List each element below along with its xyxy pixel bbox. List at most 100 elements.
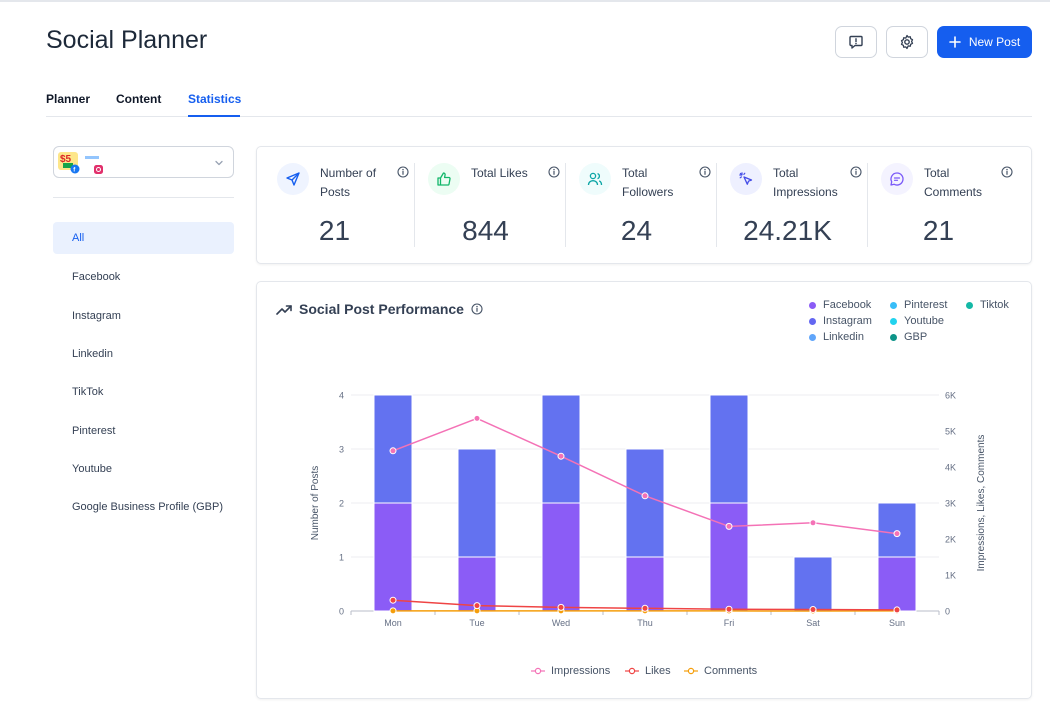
point-comments (389, 607, 397, 615)
info-icon[interactable] (850, 166, 862, 178)
legend-item-instagram[interactable]: Instagram (809, 315, 872, 327)
sidebar-item-gbp[interactable]: Google Business Profile (GBP) (72, 501, 224, 513)
legend-item-youtube[interactable]: Youtube (890, 315, 944, 327)
x-tick-label: Sun (889, 618, 905, 628)
legend-label: Tiktok (980, 299, 1009, 311)
legend-item-tiktok[interactable]: Tiktok (966, 299, 1009, 311)
y2-tick-label: 5K (945, 427, 956, 437)
bar-facebook (373, 502, 413, 612)
legend-dot (890, 317, 897, 325)
sidebar-item-all[interactable]: All (53, 222, 234, 254)
info-icon[interactable] (397, 166, 409, 178)
legend-item-pinterest[interactable]: Pinterest (890, 299, 947, 311)
y2-tick-label: 6K (945, 391, 956, 401)
stat-divider (414, 163, 415, 247)
plus-icon (949, 36, 961, 48)
y2-tick-label: 0 (945, 607, 950, 617)
trending-up-icon (276, 305, 292, 315)
info-icon[interactable] (699, 166, 711, 178)
x-tick-label: Fri (724, 618, 735, 628)
stat-total-comments: Total Comments 21 (863, 147, 1014, 263)
line-marker-icon (684, 667, 698, 675)
performance-chart-card: Social Post Performance Facebook Pintere… (256, 281, 1032, 699)
y-tick-label: 0 (339, 607, 344, 617)
sidebar-item-instagram[interactable]: Instagram (72, 310, 121, 322)
legend-item-gbp[interactable]: GBP (890, 331, 927, 343)
bar-facebook (625, 556, 665, 612)
point-likes (473, 602, 481, 610)
stat-value: 844 (462, 215, 509, 246)
account-avatars: $5 f (58, 152, 103, 174)
feedback-icon (849, 35, 863, 49)
point-impressions (641, 492, 649, 500)
stat-label: Total Comments (924, 166, 983, 199)
legend-dot (809, 333, 816, 341)
sidebar-item-youtube[interactable]: Youtube (72, 463, 112, 475)
feedback-button[interactable] (835, 26, 877, 58)
legend-label: Impressions (551, 665, 611, 677)
tab-statistics[interactable]: Statistics (188, 92, 242, 106)
legend-dot (890, 301, 897, 309)
y2-tick-label: 2K (945, 535, 956, 545)
stat-label: Total Impressions (773, 166, 838, 199)
legend-label: Instagram (823, 315, 872, 327)
bar-instagram (709, 394, 749, 504)
legend-item-linkedin[interactable]: Linkedin (809, 331, 864, 343)
tab-content[interactable]: Content (116, 92, 162, 106)
info-icon[interactable] (1001, 166, 1013, 178)
point-impressions (473, 414, 481, 422)
info-icon[interactable] (548, 166, 560, 178)
settings-button[interactable] (886, 26, 928, 58)
chart-title: Social Post Performance (299, 301, 464, 317)
x-tick-label: Mon (384, 618, 402, 628)
legend-dot (809, 317, 816, 325)
bar-instagram (793, 556, 833, 612)
account-selector[interactable]: $5 f (53, 146, 234, 178)
svg-text:$5: $5 (60, 154, 72, 165)
chevron-down-icon (215, 160, 223, 166)
legend-label: GBP (904, 331, 928, 343)
legend-item-facebook[interactable]: Facebook (809, 299, 871, 311)
point-likes (725, 605, 733, 613)
stat-label: Total Followers (622, 166, 674, 199)
line-marker-icon (531, 667, 545, 675)
thumbs-up-icon (428, 163, 460, 195)
bar-instagram (877, 502, 917, 558)
legend-item-impressions[interactable]: Impressions (531, 665, 610, 677)
stat-divider (867, 163, 868, 247)
point-impressions (389, 447, 397, 455)
pointer-click-icon (730, 163, 762, 195)
new-post-button[interactable]: New Post (937, 26, 1032, 58)
sidebar-item-facebook[interactable]: Facebook (72, 271, 121, 283)
stat-value: 21 (318, 215, 351, 246)
y-tick-label: 4 (339, 391, 344, 401)
x-tick-label: Wed (552, 618, 570, 628)
stat-total-followers: Total Followers 24 (561, 147, 712, 263)
stat-number-of-posts: Number of Posts 21 (259, 147, 410, 263)
legend-label: Likes (645, 665, 671, 677)
stat-total-impressions: Total Impressions 24.21K (712, 147, 863, 263)
stat-value: 21 (922, 215, 955, 246)
sidebar-item-tiktok[interactable]: TikTok (72, 386, 104, 398)
legend-item-comments[interactable]: Comments (684, 665, 757, 677)
y-axis-label: Number of Posts (310, 466, 321, 540)
bar-instagram (541, 394, 581, 504)
bar-instagram (625, 448, 665, 558)
new-post-label: New Post (968, 35, 1021, 49)
sidebar-item-linkedin[interactable]: Linkedin (72, 348, 113, 360)
info-icon[interactable] (471, 303, 483, 315)
legend-label: Comments (704, 665, 758, 677)
active-tab-indicator (188, 115, 240, 117)
stat-value: 24 (620, 215, 653, 246)
gear-icon (900, 34, 914, 50)
x-tick-label: Tue (469, 618, 484, 628)
point-likes (557, 603, 565, 611)
message-icon (881, 163, 913, 195)
tab-planner[interactable]: Planner (46, 92, 91, 106)
legend-item-likes[interactable]: Likes (625, 665, 671, 677)
stat-divider (565, 163, 566, 247)
bar-facebook (877, 556, 917, 612)
sidebar-item-pinterest[interactable]: Pinterest (72, 425, 116, 437)
send-icon (277, 163, 309, 195)
point-likes (809, 606, 817, 614)
